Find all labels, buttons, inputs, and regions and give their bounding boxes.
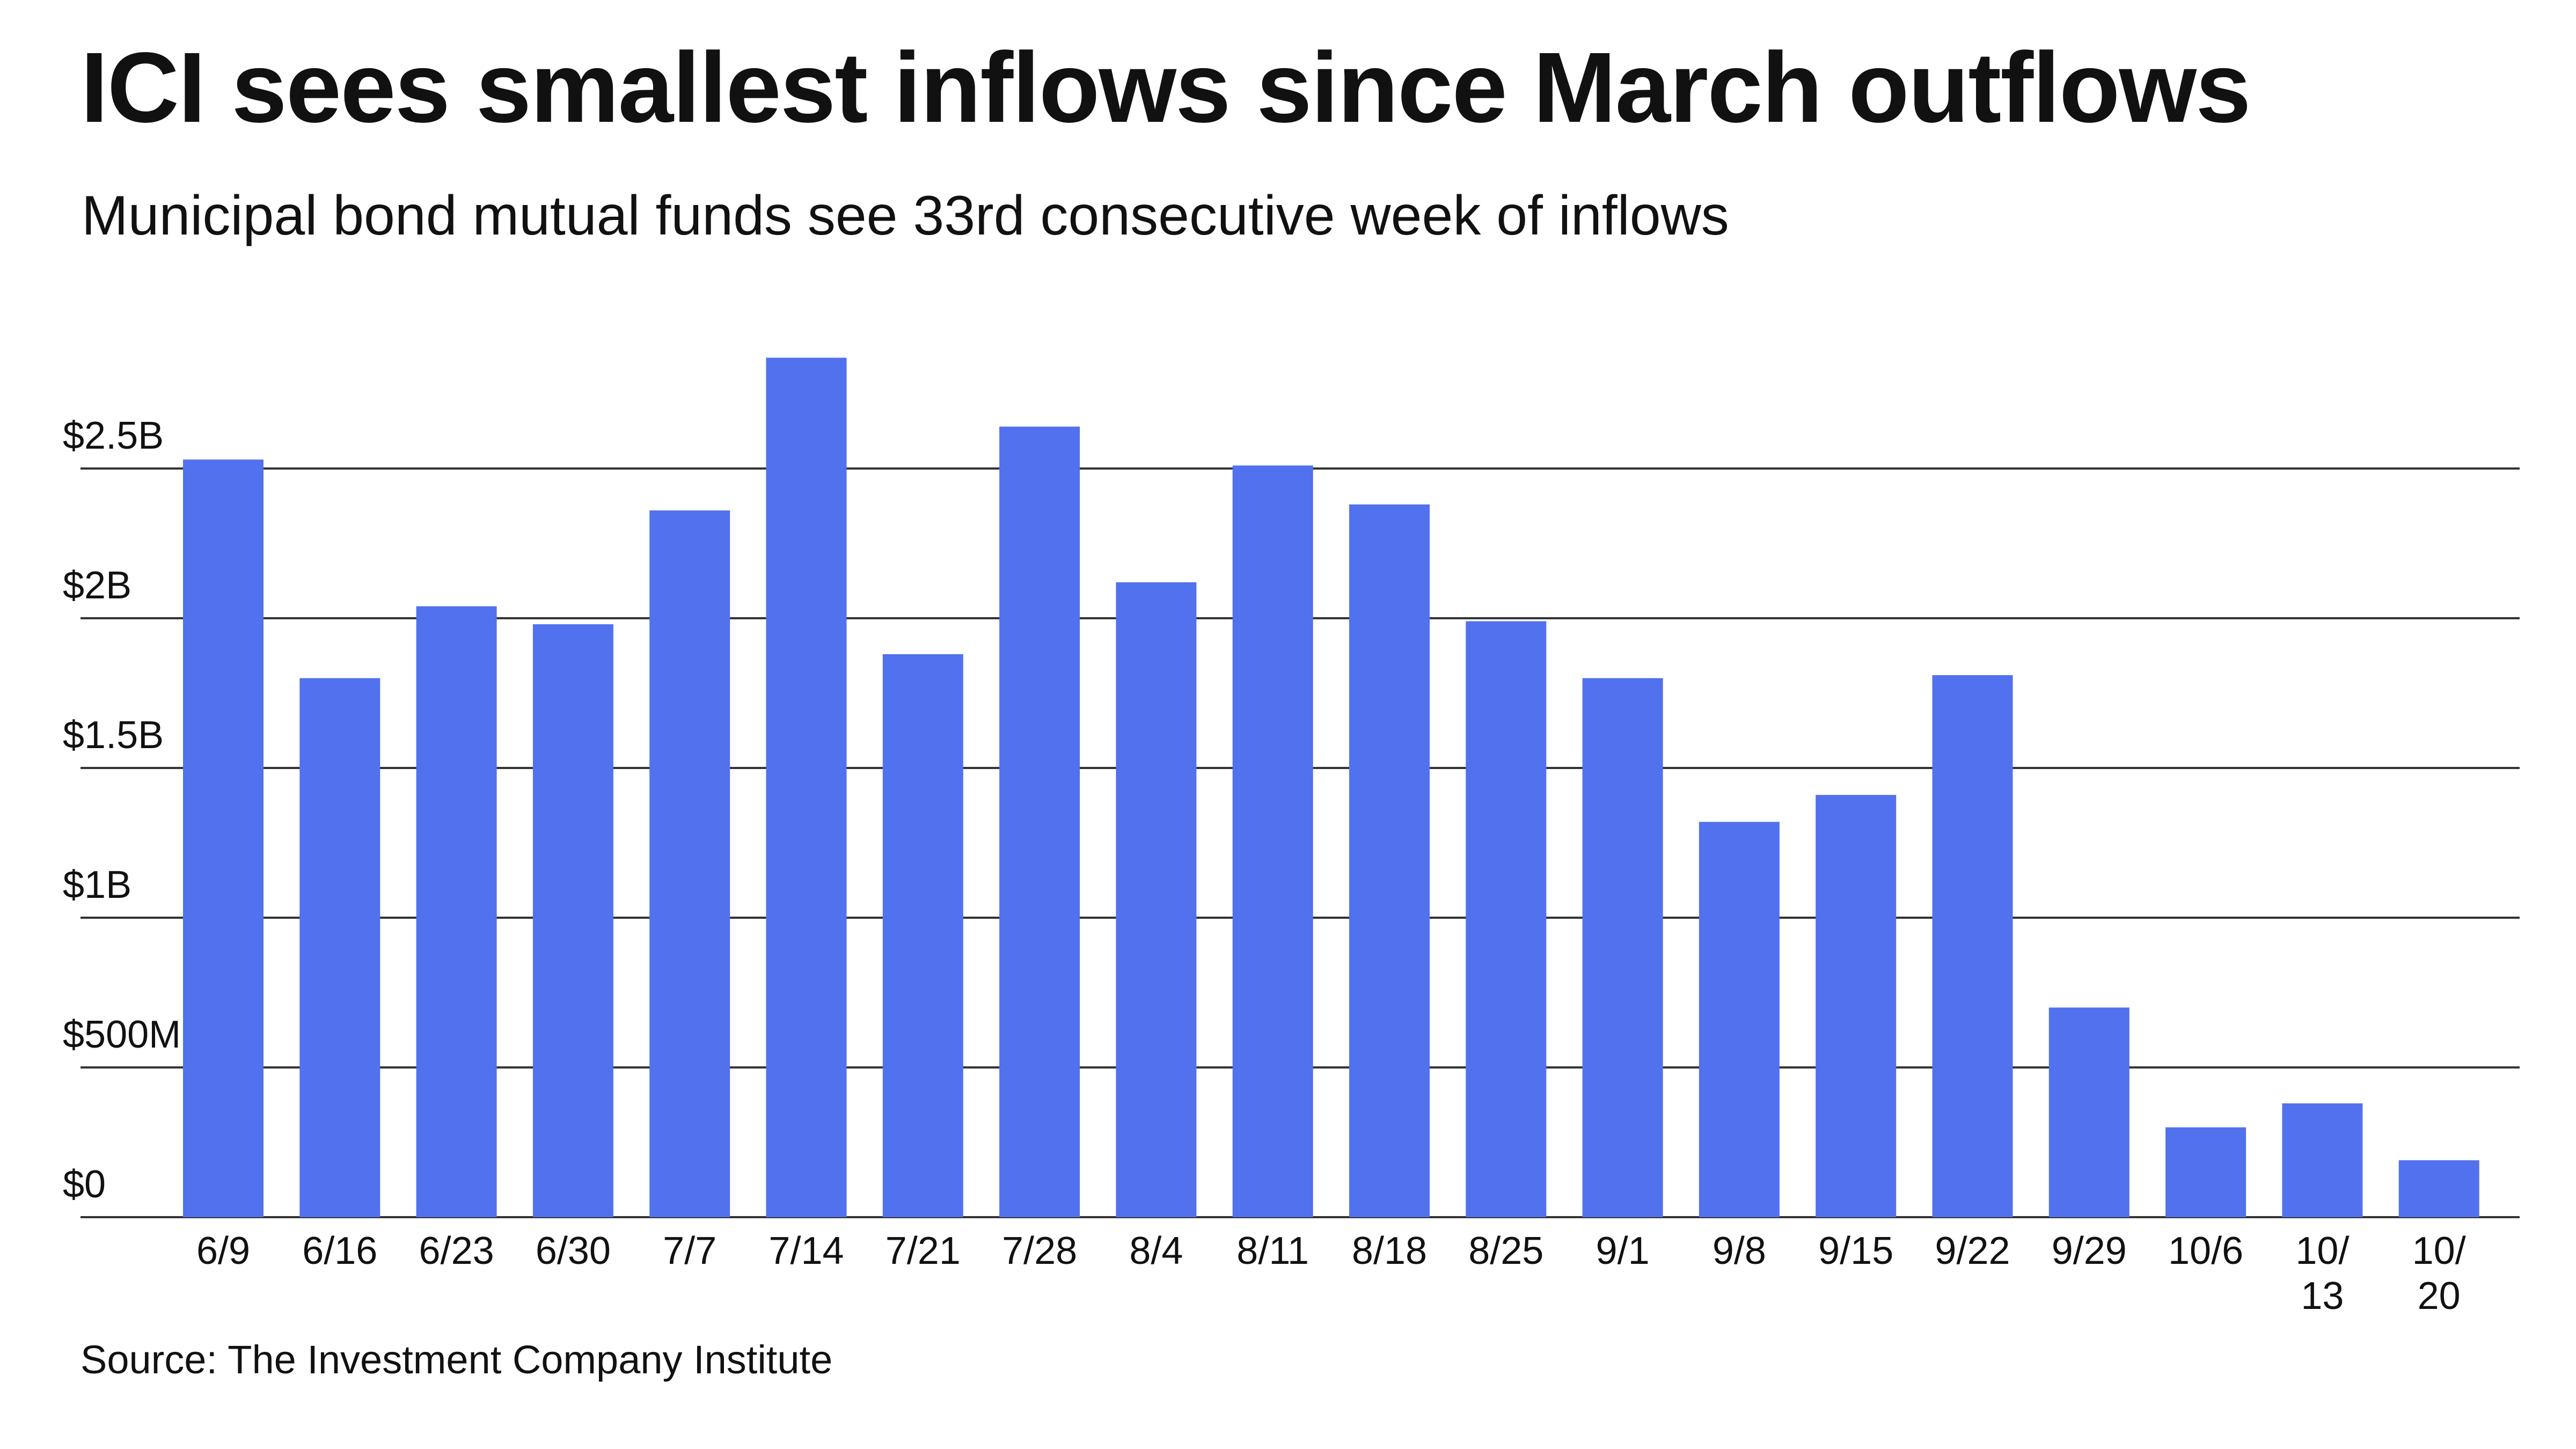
bar [1232,465,1313,1218]
x-tick-label: 6/16 [302,1230,377,1272]
bar [2282,1103,2363,1217]
x-tick-label: 10/13 [2295,1230,2349,1318]
y-tick-label: $1.5B [63,714,164,757]
x-tick-label: 9/29 [2052,1230,2127,1272]
bar [1932,675,2013,1217]
x-tick-label: 8/18 [1352,1230,1427,1272]
x-tick-labels: 6/9 6/16 6/23 6/30 7/7 7/14 7/21 7/28 8/4 8/11 8/1… [196,1230,2466,1318]
x-tick-label: 6/23 [419,1230,494,1272]
x-tick-label: 8/11 [1236,1230,1309,1272]
x-tick-label: 9/15 [1818,1230,1893,1272]
x-tick-label: 7/28 [1002,1230,1077,1272]
x-tick-label: 10/20 [2412,1230,2466,1318]
x-tick-label: 6/30 [536,1230,611,1272]
x-tick-label: 10/6 [2168,1230,2243,1272]
bar [1116,582,1197,1217]
x-tick-label: 9/1 [1596,1230,1650,1272]
bar [882,654,963,1217]
bar [183,459,264,1217]
bar [1699,822,1780,1217]
x-tick-label: 7/7 [663,1230,716,1272]
y-tick-label: $2.5B [63,414,164,457]
y-tick-label: $2B [63,564,131,607]
y-tick-label: $1B [63,863,131,906]
chart-subtitle: Municipal bond mutual funds see 33rd con… [82,185,1729,247]
x-tick-label: 7/14 [769,1230,844,1272]
bar [532,624,613,1217]
bar [2048,1007,2129,1217]
x-tick-label: 9/8 [1713,1230,1766,1272]
bar [999,426,1080,1217]
bars [183,357,2479,1218]
chart-title: ICI sees smallest inflows since March ou… [80,32,2251,143]
x-tick-label: 6/9 [196,1230,250,1272]
bar [1816,795,1897,1217]
bar [1466,621,1547,1217]
x-tick-label: 9/22 [1935,1230,2010,1272]
y-tick-label: $0 [63,1163,106,1206]
source-note: Source: The Investment Company Institute [80,1337,833,1382]
bar [766,357,847,1217]
bar [649,510,730,1217]
bar [1582,678,1663,1217]
bar [2398,1160,2479,1217]
x-tick-label: 8/4 [1129,1230,1183,1272]
bar [2165,1127,2246,1217]
x-tick-label: 8/25 [1468,1230,1543,1272]
bar [299,678,380,1217]
y-tick-label: $500M [63,1013,181,1056]
bar [416,606,497,1217]
bar [1349,504,1430,1218]
y-tick-labels: $0 $500M $1B $1.5B $2B $2.5B [63,414,181,1206]
x-tick-label: 7/21 [885,1230,961,1272]
